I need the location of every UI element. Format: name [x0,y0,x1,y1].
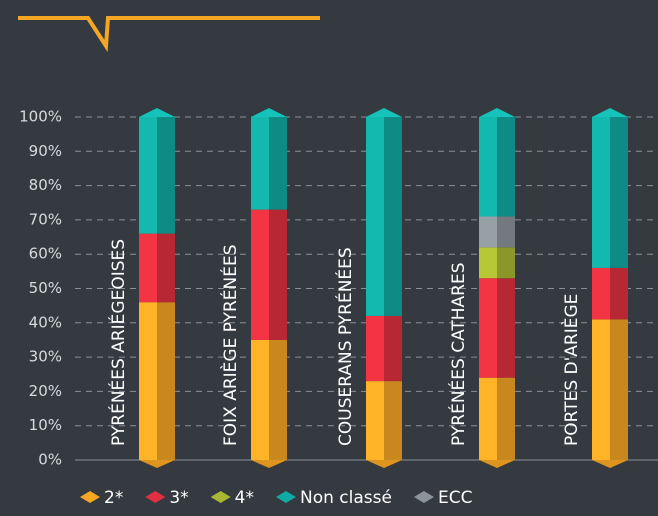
legend-label: ECC [438,488,472,508]
bar-segment [592,267,628,320]
bar-segment [366,381,402,460]
legend-marker [413,491,434,503]
bar-segment [479,117,515,217]
bar-segment [479,377,515,460]
x-tick-label: PYRÉNÉES CATHARES [447,262,469,446]
y-tick-label: 70% [29,210,62,228]
bar-segment [139,302,175,460]
bar-segment [251,339,287,460]
legend-marker [275,491,296,503]
bar-segment [366,117,402,316]
bar-foot [366,460,402,468]
y-tick-label: 60% [29,245,62,263]
bar-foot [592,460,628,468]
legend-marker [80,491,100,503]
legend-label: Non classé [300,488,392,508]
bar-segment [479,216,515,248]
bar-cap [251,108,287,117]
bar-cap [139,108,175,117]
bar-segment [479,278,515,378]
bar-segment [366,315,402,382]
decoration [18,16,320,53]
x-tick-label: PORTES D'ARIÈGE [560,294,582,446]
legend-label: 3* [169,488,188,508]
bar-foot [479,460,515,468]
y-tick-label: 50% [29,279,62,297]
y-tick-label: 100% [19,108,62,126]
y-tick-label: 10% [29,416,62,434]
bar-segment [251,117,287,210]
y-tick-label: 20% [29,382,62,400]
bar-foot [251,460,287,468]
bar-foot [139,460,175,468]
y-tick-label: 40% [29,313,62,331]
y-tick-label: 80% [29,176,62,194]
x-tick-label: FOIX ARIÈGE PYRÉNÉES [219,244,241,446]
legend-marker [210,491,231,503]
x-tick-label: PYRÉNÉES ARIÉGEOISES [107,239,129,446]
x-tick-label: COUSERANS PYRÉNÉES [334,247,356,446]
bar-cap [479,108,515,117]
bar-cap [366,108,402,117]
legend-label: 2* [104,488,123,508]
y-tick-label: 90% [29,142,62,160]
y-tick-label: 30% [29,348,62,366]
legend-label: 4* [235,488,254,508]
y-tick-label: 0% [38,451,62,469]
bar-segment [592,319,628,460]
bar-segment [139,233,175,303]
bar-cap [592,108,628,117]
bar-segment [479,247,515,279]
bar-segment [251,209,287,340]
legend-marker [145,491,166,503]
bar-segment [139,117,175,234]
bar-segment [592,117,628,268]
